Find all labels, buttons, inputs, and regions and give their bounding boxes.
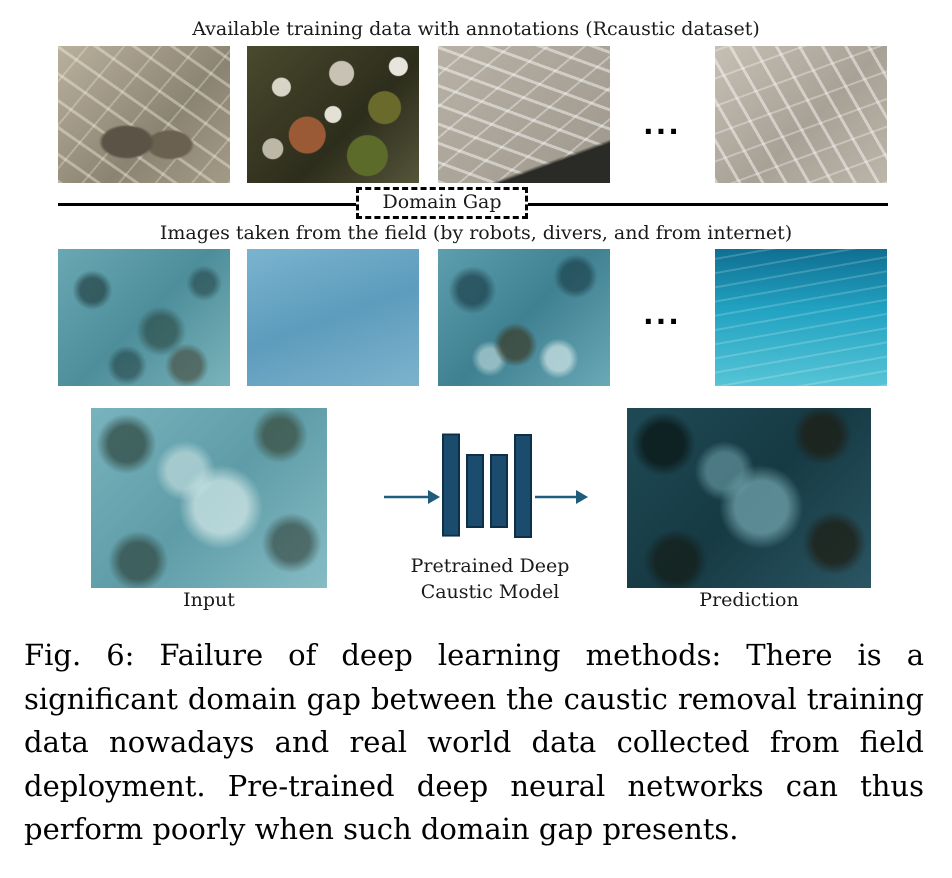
figure-caption: Fig. 6: Failure of deep learning methods… (24, 638, 924, 846)
output-arrow (535, 490, 588, 504)
field-image-4 (715, 249, 887, 386)
training-data-title: Available training data with annotations… (192, 18, 760, 40)
field-image-1 (58, 249, 230, 386)
model-label-line1: Pretrained Deep (410, 555, 570, 577)
more-training-images-ellipsis: ... (643, 108, 681, 141)
more-field-images-ellipsis: ... (643, 298, 681, 331)
input-label: Input (183, 589, 235, 611)
field-images-title: Images taken from the field (by robots, … (159, 222, 793, 244)
domain-gap-line-left (58, 203, 356, 206)
field-image-2 (247, 249, 419, 386)
model-label-line2: Caustic Model (420, 581, 560, 603)
input-arrow (384, 490, 440, 504)
prediction-image (627, 408, 871, 588)
caustic-training-image-4 (715, 46, 887, 183)
domain-gap-label: Domain Gap (382, 191, 502, 213)
caustic-training-image-3 (438, 46, 610, 183)
input-image (91, 408, 327, 588)
model-flow-diagram (384, 433, 588, 538)
domain-gap-line-right (528, 203, 888, 206)
network-icon (442, 433, 532, 538)
caustic-training-image-2 (247, 46, 419, 183)
caustic-training-image-1 (58, 46, 230, 183)
domain-gap-box (356, 187, 528, 219)
field-image-3 (438, 249, 610, 386)
prediction-label: Prediction (699, 589, 799, 611)
